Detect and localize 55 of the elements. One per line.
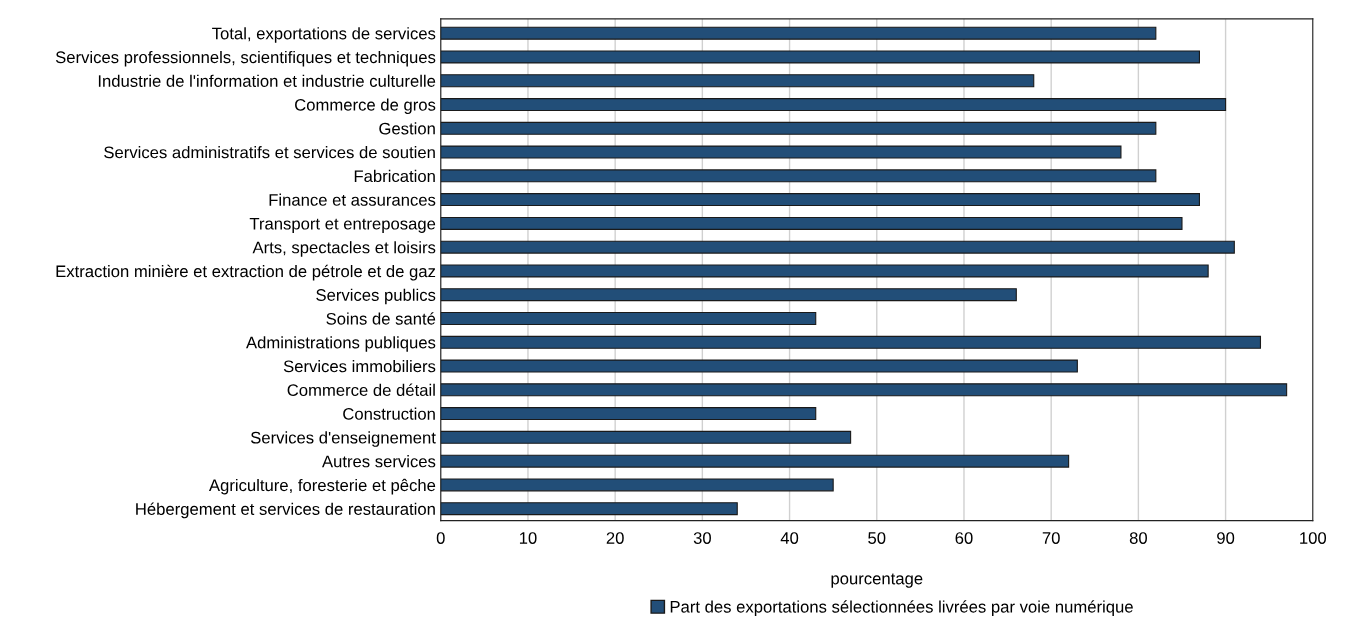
y-tick-label: Hébergement et services de restauration: [136, 502, 435, 519]
x-tick-label: 50: [868, 532, 886, 544]
bar: [440, 311, 817, 325]
x-tick-label: 0: [436, 532, 445, 544]
y-tick-label: Transport et entreposage: [249, 217, 436, 233]
bar: [440, 383, 1288, 397]
bar: [440, 121, 1157, 135]
bar: [440, 454, 1070, 468]
y-tick-label: Services administratifs et services de soutien: [104, 146, 435, 159]
bar: [440, 478, 834, 492]
y-tick-label: Services immobiliers: [283, 360, 436, 373]
bar: [440, 407, 817, 421]
bar: [440, 169, 1157, 183]
x-tick-label: 20: [606, 532, 624, 544]
y-tick-label: Finance et assurances: [269, 193, 436, 206]
y-tick-label: Total, exportations de services: [212, 27, 436, 43]
y-tick-label: Commerce de détail: [287, 383, 435, 397]
y-tick-label: Services professionnels, scientifiques et techniques: [55, 50, 436, 67]
y-tick-label: Fabrication: [354, 169, 435, 183]
bar: [440, 26, 1157, 40]
y-tick-label: Extraction minière et extraction de pétrole et de gaz: [56, 264, 436, 281]
y-tick-label: Arts, spectacles et loisirs: [252, 241, 436, 257]
x-tick-label: 30: [693, 532, 711, 544]
y-tick-label: Autres services: [322, 455, 436, 468]
x-tick-label: 40: [780, 532, 799, 544]
x-tick-label: 90: [1217, 532, 1235, 544]
bar: [440, 430, 852, 444]
y-tick-label: Agriculture, foresterie et pêche: [208, 478, 436, 495]
y-tick-label: Gestion: [379, 122, 435, 135]
bar: [440, 145, 1122, 159]
legend-label: Part des exportations sélectionnées livrées par voie numérique: [670, 600, 1133, 616]
x-tick-label: 70: [1042, 532, 1060, 544]
bar: [440, 288, 1017, 302]
bar: [440, 359, 1078, 373]
bar: [440, 502, 738, 516]
x-tick-label: 10: [519, 532, 537, 544]
y-tick-label: Construction: [343, 407, 435, 420]
y-tick-label: Soins de santé: [326, 312, 436, 325]
x-tick-label: 100: [1300, 532, 1327, 544]
bar: [440, 264, 1209, 278]
y-tick-label: Services d'enseignement: [250, 431, 436, 447]
bar: [440, 240, 1235, 254]
x-tick-label: 80: [1129, 532, 1147, 544]
bar: [440, 216, 1183, 230]
bar: [440, 74, 1035, 88]
bar: [440, 193, 1200, 207]
y-tick-label: Administrations publiques: [246, 336, 436, 352]
y-tick-label: Services publics: [316, 288, 436, 305]
bar: [440, 335, 1262, 349]
x-tick-label: 60: [955, 532, 973, 544]
x-axis-title: pourcentage: [831, 573, 923, 588]
bar: [440, 50, 1200, 64]
y-tick-label: Commerce de gros: [295, 98, 436, 115]
y-tick-label: Industrie de l'information et industrie culturelle: [98, 74, 436, 87]
bar: [440, 98, 1227, 112]
